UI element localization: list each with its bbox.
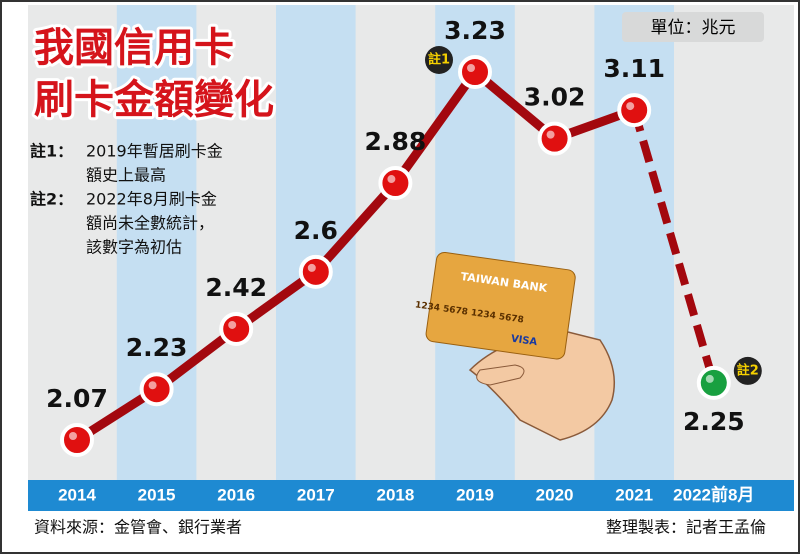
note-label: 註1： — [30, 142, 73, 161]
note-label: 註2： — [30, 190, 73, 209]
annotation-badge — [425, 46, 453, 74]
unit: 單位：兆元 — [651, 18, 736, 38]
marker-shine — [705, 374, 714, 383]
x-tick-label: 2022前8月 — [673, 484, 754, 504]
marker-shine — [387, 175, 396, 184]
value-label: 2.07 — [46, 384, 108, 413]
marker-shine — [546, 130, 555, 139]
value-label: 2.88 — [365, 127, 427, 156]
credit: 整理製表：記者王孟倫 — [606, 518, 766, 537]
marker-shine — [307, 263, 316, 272]
marker — [617, 93, 652, 128]
marker — [378, 166, 413, 201]
value-label: 3.02 — [524, 83, 586, 112]
axis-bar — [28, 480, 794, 511]
marker — [219, 311, 254, 346]
value-label: 2.25 — [683, 407, 745, 436]
marker — [60, 423, 94, 457]
chart-title: 刷卡金額變化 — [34, 77, 274, 123]
x-tick-label: 2014 — [58, 485, 96, 504]
x-tick-label: 2017 — [297, 485, 335, 504]
marker-shine — [626, 102, 635, 111]
note-text: 該數字為初估 — [86, 238, 182, 257]
marker-shine — [467, 64, 475, 72]
value-label: 3.11 — [603, 54, 665, 83]
value-label: 3.23 — [444, 16, 506, 45]
card — [425, 251, 576, 360]
source: 資料來源：金管會、銀行業者 — [34, 518, 242, 537]
x-tick-label: 2015 — [138, 485, 176, 504]
marker — [537, 121, 572, 156]
marker — [139, 372, 174, 407]
marker — [458, 55, 492, 89]
dashed-line — [630, 108, 718, 385]
note-text: 2022年8月刷卡金 — [86, 190, 217, 209]
value-label: 2.23 — [126, 333, 188, 362]
x-tick-label: 2021 — [615, 485, 653, 504]
note-text: 2019年暫居刷卡金 — [86, 142, 223, 161]
marker-shine — [69, 432, 77, 440]
card-text: VISA — [510, 334, 538, 349]
x-tick-label: 2016 — [217, 485, 255, 504]
x-tick-label: 2019 — [456, 485, 494, 504]
value-label: 2.42 — [205, 273, 267, 302]
note-text: 額尚未全數統計， — [86, 214, 214, 233]
annotation: 註2 — [737, 362, 759, 378]
chart-title: 我國信用卡 — [34, 25, 234, 71]
thumb — [476, 364, 525, 386]
value-label: 2.6 — [294, 216, 338, 245]
annotation-badge — [733, 356, 762, 385]
unit-box — [622, 12, 764, 42]
marker-shine — [148, 381, 157, 390]
marker — [298, 254, 333, 289]
marker-shine — [228, 320, 237, 329]
x-tick-label: 2018 — [376, 485, 414, 504]
note-text: 額史上最高 — [86, 166, 166, 185]
x-tick-label: 2020 — [536, 485, 574, 504]
marker — [696, 365, 731, 400]
annotation: 註1 — [428, 52, 450, 68]
